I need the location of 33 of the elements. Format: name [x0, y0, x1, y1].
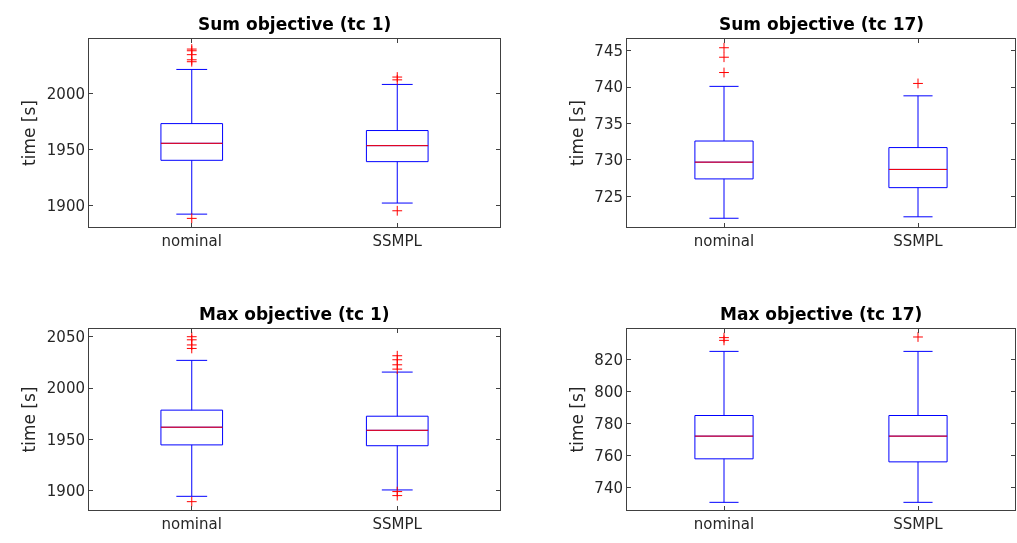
y-tick-label: 1950 — [46, 430, 85, 449]
y-tick-label: 735 — [594, 114, 623, 133]
chart-title: Max objective (tc 17) — [720, 304, 923, 324]
y-tick-label: 1900 — [46, 482, 85, 501]
x-tick-label: SSMPL — [372, 515, 423, 533]
x-tick-label: nominal — [161, 515, 222, 533]
chart-title: Sum objective (tc 17) — [719, 14, 925, 34]
y-tick-label: 740 — [594, 78, 623, 97]
y-tick-label: 2000 — [46, 85, 85, 104]
chart-title: Max objective (tc 1) — [199, 304, 390, 324]
y-tick-label: 2000 — [46, 379, 85, 398]
x-tick-label: nominal — [693, 515, 755, 533]
x-tick-label: SSMPL — [372, 232, 423, 250]
y-tick-label: 800 — [594, 382, 623, 401]
y-tick-label: 1950 — [46, 141, 85, 160]
y-tick-label: 2050 — [46, 327, 85, 346]
y-axis-title: time [s] — [19, 100, 40, 166]
y-tick-label: 780 — [594, 414, 623, 433]
x-tick-label: nominal — [161, 232, 222, 250]
y-tick-label: 745 — [594, 41, 623, 60]
y-axis-title: time [s] — [566, 386, 587, 453]
chart-title: Sum objective (tc 1) — [198, 14, 392, 34]
y-tick-label: 730 — [594, 151, 623, 170]
y-tick-label: 820 — [594, 350, 623, 369]
y-axis-title: time [s] — [566, 100, 587, 166]
y-tick-label: 760 — [594, 446, 623, 465]
y-tick-label: 725 — [594, 187, 623, 206]
x-tick-label: SSMPL — [893, 232, 944, 250]
y-tick-label: 1900 — [46, 196, 85, 215]
x-tick-label: nominal — [693, 232, 755, 250]
y-tick-label: 740 — [594, 478, 623, 497]
x-tick-label: SSMPL — [893, 515, 944, 533]
y-axis-title: time [s] — [19, 386, 40, 453]
